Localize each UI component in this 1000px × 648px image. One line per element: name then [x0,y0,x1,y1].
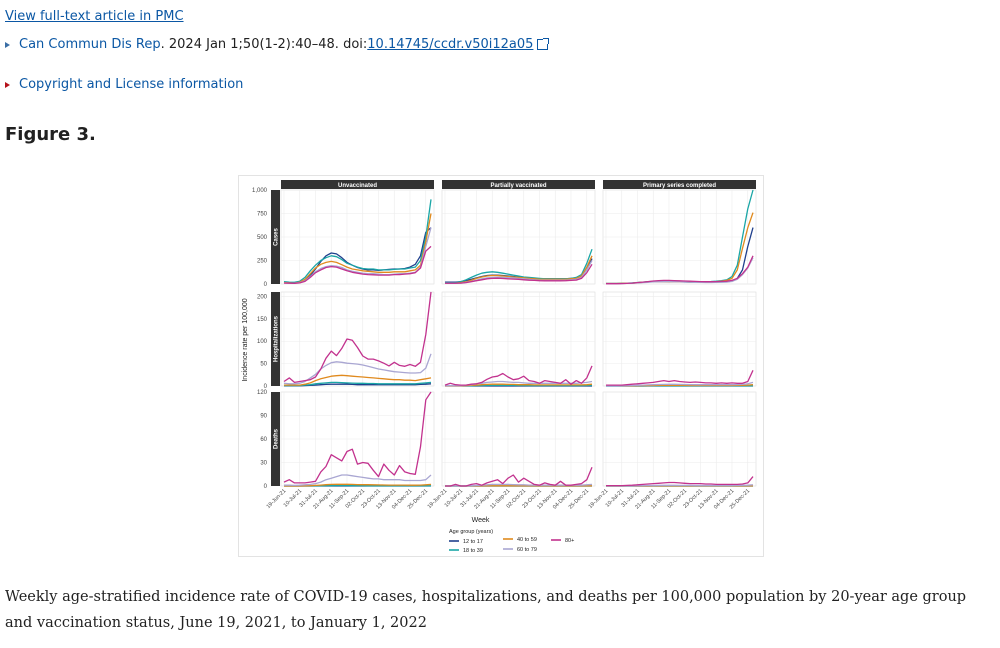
external-link-icon[interactable] [537,38,550,50]
series-line-80- [445,466,593,487]
facet-strip-column [442,180,595,189]
series-line-18-to-39 [283,199,432,283]
y-tick-label: 60 [260,437,267,443]
figure-caption: Weekly age-stratified incidence rate of … [5,589,967,631]
license-link[interactable]: Copyright and License information [19,77,244,92]
y-tick-label: 30 [260,461,267,467]
y-tick-label: 0 [264,384,268,390]
doi-link[interactable]: 10.14745/ccdr.v50i12a05 [367,37,534,52]
citation-row: Can Commun Dis Rep . 2024 Jan 1;50(1-2):… [5,37,550,52]
facet-strip-column [281,180,434,189]
y-tick-label: 0 [264,282,268,288]
y-tick-label: 250 [257,259,268,265]
facet-strip-row-label: Deaths [274,428,280,449]
series-line-80- [606,476,754,487]
expand-triangle-icon[interactable] [5,81,10,88]
y-tick-label: 0 [264,484,268,490]
series-line-40-to-59 [284,374,432,386]
series-line-80- [606,255,754,285]
y-tick-label: 120 [257,390,268,396]
y-tick-label: 100 [257,339,268,345]
legend-label: 40 to 59 [517,537,537,543]
y-tick-label: 1,000 [252,188,268,194]
y-tick-label: 150 [257,317,268,323]
facet-panel [602,291,757,387]
series-line-40-to-59 [283,213,432,284]
series-line-40-to-59 [284,483,432,487]
y-axis-label: Incidence rate per 100,000 [242,298,249,381]
facet-strip-row [271,392,280,486]
legend-title: Age group (years) [449,529,493,535]
series-line-60-to-79 [606,381,754,387]
y-tick-label: 90 [260,414,267,420]
legend-label: 18 to 39 [463,548,483,554]
citation-details: . 2024 Jan 1;50(1-2):40–48. doi: [160,37,368,52]
legend-label: 12 to 17 [463,539,483,545]
legend-label: 60 to 79 [517,547,537,553]
series-line-18-to-39 [284,381,432,387]
y-tick-label: 500 [257,235,268,241]
series-line-80- [606,370,754,386]
facet-strip-row-label: Cases [274,228,280,246]
facet-strip-row [271,292,280,386]
figure-chart: Incidence rate per 100,000 Unvaccinated Pa… [242,180,757,554]
series-line-80- [283,245,432,284]
expand-triangle-icon[interactable] [5,41,10,48]
figure-image[interactable]: Incidence rate per 100,000 Unvaccinated Pa… [238,175,764,557]
facet-strip-label: Primary series completed [643,183,716,189]
x-axis-label: Week [472,517,490,524]
legend-label: 80+ [565,538,574,544]
facet-strip-row-label: Hospitalizations [274,315,280,362]
series-line-40-to-59 [445,255,593,284]
facet-strip-label: Partially vaccinated [490,183,546,189]
license-toggle[interactable]: Copyright and License information [5,77,243,92]
journal-link[interactable]: Can Commun Dis Rep [19,37,161,52]
facet-strip-label: Unvaccinated [338,183,377,189]
y-tick-label: 200 [257,294,268,300]
facet-panel [280,291,435,387]
figure-title: Figure 3. [5,124,96,145]
series-line-80- [445,263,593,284]
view-full-text-link[interactable]: View full-text article in PMC [5,9,184,24]
series-line-80- [444,365,593,386]
y-tick-label: 750 [257,212,268,218]
series-line-80- [283,291,432,384]
series-line-80- [283,391,432,484]
series-line-60-to-79 [284,474,432,487]
facet-strip-column [603,180,756,189]
series-line-60-to-79 [283,353,432,385]
y-tick-label: 50 [260,362,267,368]
facet-strip-row [271,190,280,284]
facet-panel [441,291,596,387]
